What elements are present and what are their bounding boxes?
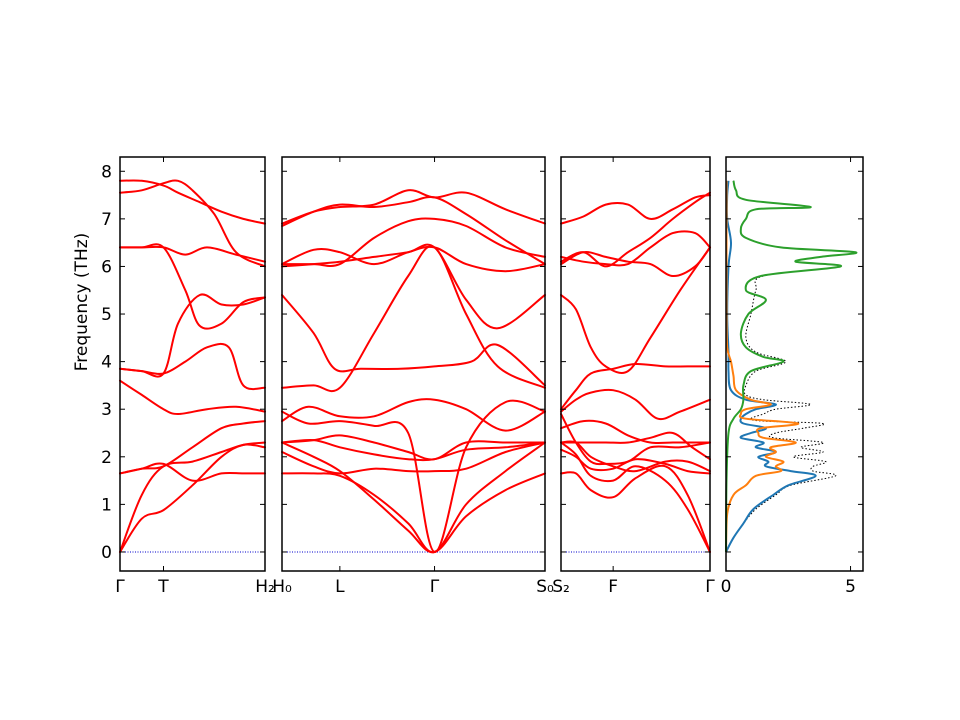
dos-line xyxy=(725,180,800,553)
band-line xyxy=(281,399,546,554)
y-tick-label: 5 xyxy=(101,305,112,325)
x-tick-label: Γ xyxy=(115,577,125,597)
band-line xyxy=(560,230,711,267)
x-tick-label: L xyxy=(335,577,345,597)
band-line xyxy=(560,441,711,553)
x-tick-label: F xyxy=(608,577,618,597)
dos-line xyxy=(725,180,857,553)
band-line xyxy=(560,413,711,466)
band-line xyxy=(119,179,266,268)
x-tick-label: S₀ xyxy=(536,577,554,597)
panel-band-1: Γ T H₂ 0 1 2 3 4 5 6 7 8 xyxy=(101,156,275,597)
panel-band-3: S₂ F Γ xyxy=(552,156,715,597)
band-line xyxy=(281,245,546,273)
x-tick-label: S₂ xyxy=(552,577,570,597)
band-line xyxy=(560,388,711,421)
y-tick-label: 1 xyxy=(101,495,112,515)
band-line xyxy=(281,294,546,387)
band-line xyxy=(281,217,546,267)
band-line xyxy=(119,379,266,415)
band-line xyxy=(281,189,546,225)
band-line xyxy=(119,342,266,391)
band-line xyxy=(281,441,546,475)
x-tick-label: Γ xyxy=(705,577,715,597)
band-line xyxy=(281,243,546,330)
x-tick-label: 0 xyxy=(721,577,732,597)
band-line xyxy=(119,245,266,263)
band-line xyxy=(281,434,546,461)
y-tick-label: 3 xyxy=(101,400,112,420)
y-tick-label: 4 xyxy=(101,353,112,373)
panel-frame xyxy=(560,156,711,572)
band-line xyxy=(281,441,546,554)
panel-frame xyxy=(119,156,266,572)
x-tick-label: 5 xyxy=(845,577,856,597)
band-line xyxy=(560,419,711,445)
band-line xyxy=(281,438,546,462)
band-line xyxy=(560,362,711,411)
dos-line xyxy=(725,180,858,553)
panel-frame xyxy=(281,156,546,572)
band-line xyxy=(119,420,266,475)
dos-line xyxy=(725,180,817,553)
band-line xyxy=(119,293,266,378)
x-tick-label: H₀ xyxy=(272,577,292,597)
panel-band-2: H₀ L Γ S₀ xyxy=(272,156,554,597)
x-tick-label: Γ xyxy=(430,577,440,597)
band-line xyxy=(119,443,266,553)
y-tick-label: 2 xyxy=(101,448,112,468)
panel-frame xyxy=(725,156,864,572)
band-line xyxy=(281,245,546,393)
y-axis-label: Frequency (THz) xyxy=(72,233,92,372)
band-line xyxy=(281,195,546,266)
band-line xyxy=(119,179,266,225)
x-tick-label: H₂ xyxy=(255,577,275,597)
band-line xyxy=(560,464,711,553)
y-tick-label: 6 xyxy=(101,257,112,277)
y-tick-label: 7 xyxy=(101,210,112,230)
y-tick-label: 8 xyxy=(101,162,112,182)
band-line xyxy=(281,398,546,432)
band-line xyxy=(119,441,266,553)
band-line xyxy=(560,194,711,225)
band-line xyxy=(560,191,711,268)
x-tick-label: T xyxy=(157,577,169,597)
band-line xyxy=(560,246,711,374)
y-tick-label: 0 xyxy=(101,543,112,563)
band-line xyxy=(281,441,546,554)
band-line xyxy=(119,462,266,482)
